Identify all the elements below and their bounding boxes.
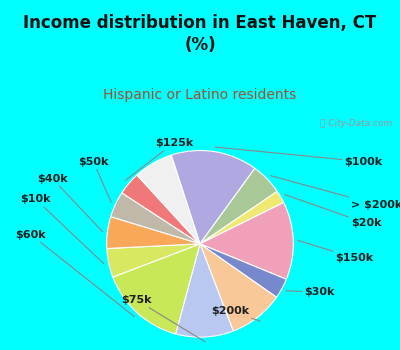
Wedge shape <box>113 244 200 334</box>
Text: ⓘ City-Data.com: ⓘ City-Data.com <box>320 119 392 128</box>
Wedge shape <box>176 244 233 337</box>
Wedge shape <box>171 150 255 244</box>
Text: $150k: $150k <box>298 240 374 263</box>
Wedge shape <box>200 191 284 244</box>
Wedge shape <box>122 175 200 244</box>
Text: $100k: $100k <box>215 147 383 167</box>
Text: $10k: $10k <box>20 194 104 264</box>
Wedge shape <box>137 155 200 244</box>
Wedge shape <box>107 244 200 277</box>
Text: > $200k: > $200k <box>270 176 400 210</box>
Text: $125k: $125k <box>125 138 193 180</box>
Text: $200k: $200k <box>211 306 260 321</box>
Wedge shape <box>111 193 200 244</box>
Text: Income distribution in East Haven, CT
(%): Income distribution in East Haven, CT (%… <box>23 14 377 54</box>
Text: $60k: $60k <box>15 230 134 316</box>
Wedge shape <box>200 244 276 331</box>
Text: Hispanic or Latino residents: Hispanic or Latino residents <box>103 88 297 102</box>
Text: $40k: $40k <box>37 174 103 232</box>
Wedge shape <box>107 217 200 248</box>
Text: $20k: $20k <box>285 195 382 228</box>
Text: $30k: $30k <box>286 287 335 298</box>
Text: $50k: $50k <box>78 157 111 202</box>
Wedge shape <box>200 168 277 244</box>
Wedge shape <box>200 244 286 297</box>
Wedge shape <box>200 203 293 279</box>
Text: $75k: $75k <box>121 295 205 342</box>
